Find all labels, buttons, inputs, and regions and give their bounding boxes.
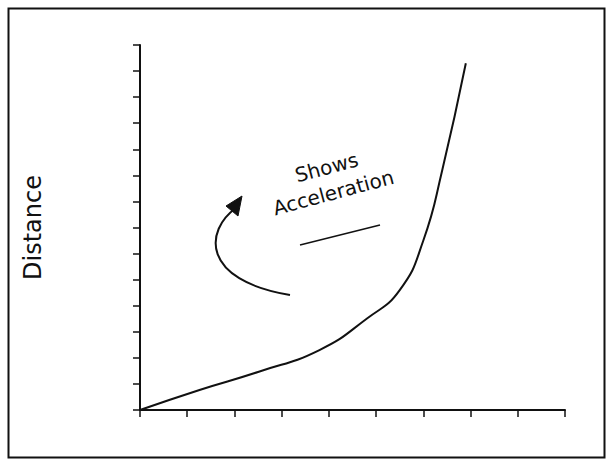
svg-text:Distance: Distance [19,175,47,280]
svg-text:Shows: Shows [292,147,361,188]
svg-text:Acceleration: Acceleration [270,165,396,220]
